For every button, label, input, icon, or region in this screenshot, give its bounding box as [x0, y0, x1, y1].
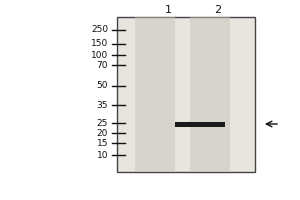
- Bar: [135, 17, 175, 172]
- Text: 10: 10: [97, 150, 108, 160]
- Bar: [190, 17, 230, 172]
- Text: 15: 15: [97, 138, 108, 148]
- Text: 70: 70: [97, 60, 108, 70]
- Text: 35: 35: [97, 100, 108, 110]
- Text: 150: 150: [91, 40, 108, 48]
- Text: 25: 25: [97, 118, 108, 128]
- Text: 50: 50: [97, 82, 108, 90]
- Text: 250: 250: [91, 25, 108, 34]
- Text: 1: 1: [164, 5, 172, 15]
- Bar: [117, 17, 255, 172]
- Text: 100: 100: [91, 50, 108, 60]
- Text: 2: 2: [214, 5, 222, 15]
- Text: 20: 20: [97, 129, 108, 138]
- Bar: [175, 121, 225, 127]
